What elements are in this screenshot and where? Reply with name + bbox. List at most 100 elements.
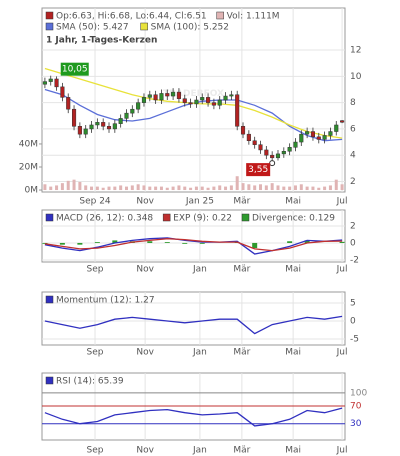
candle-body [211, 102, 216, 106]
legend-label: SMA (100): 5.252 [151, 23, 229, 33]
indicator-line [44, 315, 343, 335]
candle-body [130, 108, 135, 114]
volume-bar [305, 186, 309, 191]
volume-bar [142, 185, 146, 191]
divergence-bar [59, 242, 65, 245]
x-tick-label: Mär [233, 265, 250, 275]
volume-bar [212, 186, 216, 191]
candle-body [240, 126, 246, 135]
divergence-bar [287, 241, 293, 243]
x-tick-label: Jan [192, 348, 207, 358]
y-tick-label: 30 [350, 419, 362, 429]
candle-body [112, 123, 117, 130]
candle-body [217, 99, 222, 106]
candle-body [54, 78, 59, 88]
volume-bar [124, 186, 128, 191]
candle-body [252, 140, 257, 145]
x-tick-label: Jul [336, 348, 348, 358]
volume-tick-label: 20M [19, 162, 38, 172]
y-tick-label: 12 [350, 46, 361, 56]
y-tick-label: 2 [350, 177, 356, 187]
candle-body [159, 93, 164, 101]
x-tick-label: Nov [136, 446, 154, 456]
candle-body [194, 99, 199, 105]
x-tick-label: Nov [136, 348, 154, 358]
candle-body [165, 93, 170, 97]
x-tick-label: Sep 24 [79, 197, 111, 207]
y-tick-label: 8 [350, 98, 356, 108]
volume-bar [84, 185, 88, 191]
x-tick-label: Nov [136, 197, 154, 207]
panel-frame [41, 291, 346, 346]
candle-body [281, 151, 286, 155]
volume-bar [293, 185, 297, 191]
y-tick-label: -2 [350, 255, 359, 265]
y-tick-label: 100 [350, 388, 367, 398]
volume-bar [235, 176, 239, 191]
candle-body [258, 144, 263, 151]
volume-bar [200, 186, 204, 191]
volume-bar [224, 186, 228, 191]
legend-label: Momentum (12): 1.27 [56, 296, 155, 306]
legend-label: EXP (9): 0.22 [173, 214, 232, 224]
candle-body [153, 94, 158, 101]
y-tick-label: 0 [350, 317, 356, 327]
divergence-bar [199, 242, 205, 244]
volume-bar [317, 187, 321, 191]
volume-bar [241, 183, 245, 191]
y-tick-label: 10 [350, 72, 362, 82]
x-tick-label: Jul [336, 197, 348, 207]
x-tick-label: Mär [233, 197, 250, 207]
x-tick-label: Mär [233, 446, 250, 456]
candle-body [66, 97, 71, 110]
volume-bar [183, 186, 187, 191]
volume-bar [206, 187, 210, 191]
volume-bar [159, 186, 163, 191]
y-tick-label: -5 [350, 334, 359, 344]
legend-label: Op:6.63, Hi:6.68, Lo:6.44, Cl:6.51 [56, 12, 207, 22]
panel-frame [41, 209, 346, 263]
legend-swatch [45, 376, 54, 385]
volume-bar [323, 186, 327, 191]
x-tick-label: Mai [285, 197, 301, 207]
y-tick-label: 5 [350, 299, 356, 309]
candle-body [106, 126, 112, 130]
candle-body [322, 135, 327, 140]
indicator-line [44, 407, 343, 427]
x-tick-label: Jan [192, 446, 207, 456]
legend-swatch [45, 213, 54, 222]
candle-body [270, 154, 275, 159]
legend-swatch [162, 213, 171, 222]
candle-body [293, 141, 298, 148]
volume-tick-label: 40M [19, 139, 38, 149]
divergence-bar [164, 242, 170, 243]
x-tick-label: Sep [87, 348, 104, 358]
legend-label: Divergence: 0.129 [252, 214, 335, 224]
volume-bar [60, 183, 64, 191]
volume-bar [136, 184, 140, 191]
candle-body [71, 108, 77, 127]
volume-bar [66, 180, 70, 191]
panel-frame [41, 7, 346, 193]
candle-body [235, 94, 240, 127]
candle-body [275, 153, 281, 159]
candle-body [60, 86, 65, 98]
x-tick-label: Nov [136, 265, 154, 275]
volume-bar [282, 186, 286, 191]
candle-body [229, 94, 234, 97]
legend-label: RSI (14): 65.39 [56, 377, 124, 387]
volume-bar [43, 184, 47, 191]
candle-body [141, 97, 147, 103]
candle-body [77, 126, 82, 135]
legend-label: SMA (50): 5.427 [56, 23, 129, 33]
volume-bar [72, 179, 76, 191]
volume-bar [49, 186, 53, 191]
volume-bar [107, 186, 111, 191]
legend-swatch [241, 213, 250, 222]
x-tick-label: Sep [87, 446, 104, 456]
candle-body [340, 120, 345, 123]
watermark: TRADERFOX [163, 89, 224, 99]
x-tick-label: Sep [87, 265, 104, 275]
x-tick-label: Mai [285, 265, 301, 275]
